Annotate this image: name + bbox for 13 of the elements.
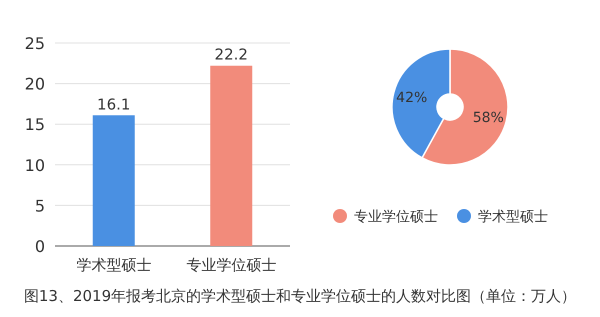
data-label: 42% — [396, 90, 428, 106]
y-tick-label: 5 — [34, 196, 45, 216]
data-label: 16.1 — [97, 95, 130, 114]
y-tick-label: 0 — [34, 237, 45, 256]
data-label: 22.2 — [214, 46, 248, 64]
y-tick-label: 10 — [24, 156, 45, 175]
y-tick-label: 15 — [24, 115, 45, 134]
legend-label: 学术型硕士 — [478, 209, 548, 225]
y-tick-label: 20 — [24, 74, 45, 94]
caption: 图13、2019年报考北京的学术型硕士和专业学位硕士的人数对比图（单位：万人） — [24, 287, 576, 305]
legend-label: 专业学位硕士 — [354, 209, 438, 225]
y-tick-label: 25 — [24, 34, 45, 53]
data-label: 58% — [472, 110, 504, 126]
